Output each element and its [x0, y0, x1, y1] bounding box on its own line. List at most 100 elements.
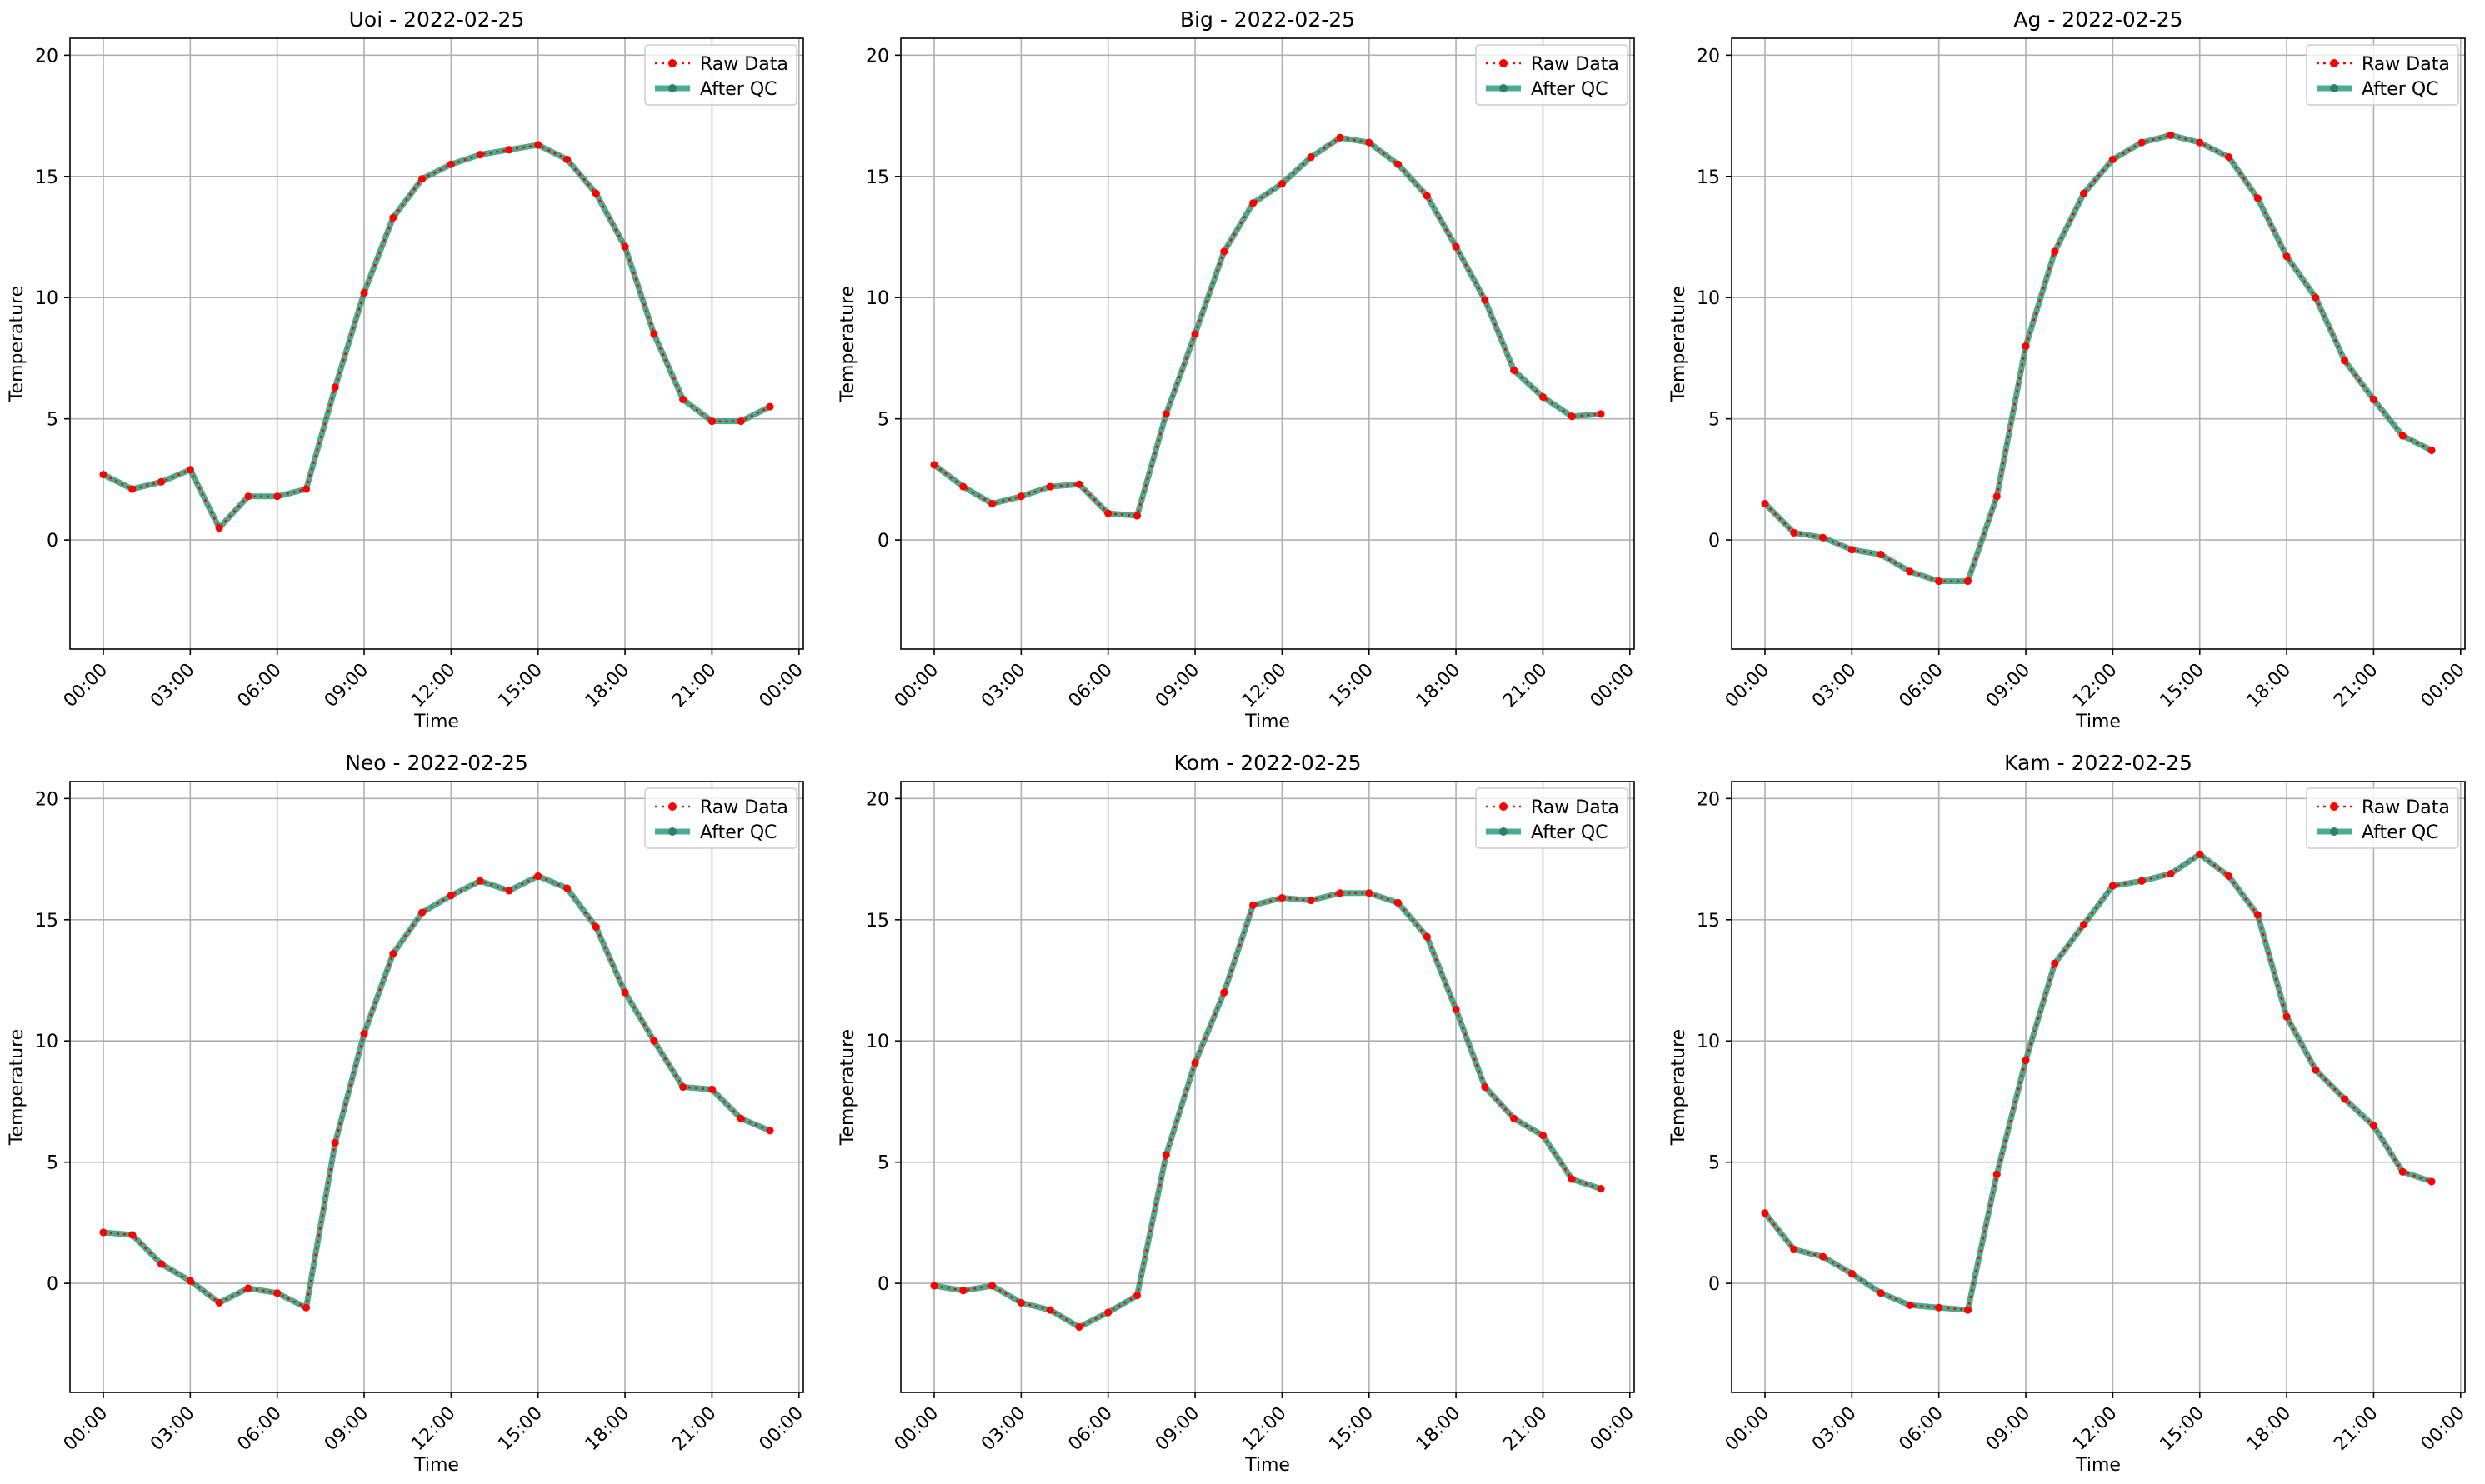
data-point-raw: [1075, 480, 1083, 488]
data-point-raw: [1394, 160, 1402, 168]
series-line-after-qc: [933, 890, 1602, 1330]
chart-title: Big - 2022-02-25: [1180, 7, 1355, 32]
data-point-raw: [1906, 1301, 1914, 1309]
data-point-raw: [1365, 889, 1373, 897]
data-point-raw: [1191, 330, 1199, 338]
x-tick-label: 12:00: [408, 1403, 460, 1456]
y-tick-label: 0: [1708, 1274, 1720, 1295]
data-point-raw: [1452, 1005, 1460, 1013]
y-tick-label: 20: [866, 46, 889, 67]
data-point-raw: [128, 485, 137, 493]
legend: Raw Data After QC: [2306, 787, 2459, 849]
data-point-raw: [1336, 133, 1344, 142]
legend-label-qc: After QC: [1531, 79, 1608, 100]
x-tick-label: 00:00: [756, 1403, 808, 1456]
data-point-raw: [2312, 1066, 2320, 1074]
data-point-raw: [650, 1037, 658, 1045]
legend-label-qc: After QC: [700, 79, 778, 100]
data-point-raw: [592, 189, 600, 197]
x-tick-label: 21:00: [1499, 660, 1552, 712]
series-raw-data: [930, 889, 1605, 1331]
data-point-raw: [215, 1298, 223, 1307]
data-point-raw: [2196, 850, 2204, 858]
data-point-raw: [331, 383, 339, 392]
data-point-raw: [2108, 882, 2117, 890]
data-point-raw: [1220, 247, 1228, 256]
x-tick-label: 12:00: [1238, 1403, 1291, 1456]
series-raw-data: [930, 133, 1605, 520]
data-point-raw: [1481, 1083, 1489, 1091]
data-point-raw: [621, 242, 629, 251]
x-tick-label: 15:00: [2156, 1403, 2208, 1456]
x-tick-label: 12:00: [2069, 660, 2122, 712]
data-point-raw: [505, 146, 513, 154]
data-point-raw: [708, 1085, 716, 1093]
y-tick-label: 5: [1708, 1153, 1720, 1174]
x-tick-label: 06:00: [233, 1403, 286, 1456]
x-tick-label: 00:00: [1722, 1403, 1774, 1456]
y-tick-label: 20: [35, 46, 58, 67]
data-point-raw: [1075, 1322, 1083, 1331]
x-axis-label: Time: [413, 712, 459, 732]
y-tick-label: 0: [47, 1274, 58, 1295]
subplot-2: Big - 2022-02-25 0 5 10 15 20 00:00 03:00 06:00 0…: [838, 7, 1638, 732]
x-axis-label: Time: [2075, 712, 2121, 732]
x-tick-label: 15:00: [2156, 660, 2208, 712]
data-point-raw: [1819, 1252, 1828, 1261]
data-point-raw: [1963, 1306, 1972, 1314]
y-tick-label: 5: [47, 1153, 58, 1174]
data-point-raw: [1963, 577, 1972, 586]
legend-marker-qc: [1499, 827, 1508, 836]
y-axis-label: Temperature: [838, 286, 858, 402]
legend-label-raw: Raw Data: [1531, 54, 1619, 75]
x-axis-label: Time: [413, 1455, 459, 1476]
legend-label-raw: Raw Data: [700, 54, 788, 75]
y-axis-label: Temperature: [7, 1029, 28, 1146]
legend-label-raw: Raw Data: [2362, 797, 2450, 818]
y-tick-label: 10: [866, 1032, 889, 1052]
x-tick-label: 21:00: [1499, 1403, 1552, 1456]
x-tick-label: 06:00: [233, 660, 286, 712]
data-point-raw: [2138, 877, 2146, 885]
data-point-raw: [447, 160, 455, 168]
data-point-raw: [959, 1287, 968, 1295]
data-point-raw: [2312, 293, 2320, 302]
series-line-raw-data: [933, 136, 1602, 517]
x-axis-label: Time: [2075, 1455, 2121, 1476]
data-point-raw: [737, 1114, 745, 1122]
legend-marker-raw: [668, 802, 677, 811]
x-tick-label: 00:00: [2418, 1403, 2470, 1456]
data-point-raw: [2282, 1012, 2291, 1021]
x-tick-label: 00:00: [1587, 660, 1639, 712]
x-tick-label: 03:00: [147, 1403, 199, 1456]
chart-title: Kom - 2022-02-25: [1174, 751, 1362, 775]
data-point-raw: [186, 466, 194, 474]
data-point-raw: [2022, 1057, 2030, 1065]
legend-marker-qc: [668, 827, 677, 836]
data-point-raw: [331, 1138, 339, 1147]
subplot-6: Kam - 2022-02-25 0 5 10 15 20 00:00 03:00 06:00 0…: [1668, 751, 2469, 1476]
series-after-qc: [99, 141, 774, 532]
data-point-raw: [1510, 366, 1518, 374]
grid: [70, 38, 803, 649]
data-point-raw: [1538, 392, 1547, 401]
data-point-raw: [273, 492, 282, 501]
data-point-raw: [1249, 199, 1258, 207]
y-tick-label: 15: [866, 167, 889, 188]
data-point-raw: [1992, 1170, 2001, 1178]
series-after-qc: [1761, 131, 2436, 586]
data-point-raw: [186, 1277, 194, 1285]
data-point-raw: [1422, 192, 1431, 200]
x-tick-label: 18:00: [582, 1403, 634, 1456]
x-tick-label: 03:00: [1808, 660, 1861, 712]
data-point-raw: [2341, 357, 2349, 365]
series-raw-data: [1761, 131, 2436, 586]
data-point-raw: [389, 950, 398, 958]
x-tick-label: 12:00: [2069, 1403, 2122, 1456]
y-tick-label: 5: [1708, 410, 1720, 431]
data-point-raw: [988, 499, 997, 507]
series-raw-data: [1761, 850, 2436, 1314]
data-point-raw: [1017, 1298, 1025, 1307]
data-point-raw: [1220, 988, 1228, 997]
